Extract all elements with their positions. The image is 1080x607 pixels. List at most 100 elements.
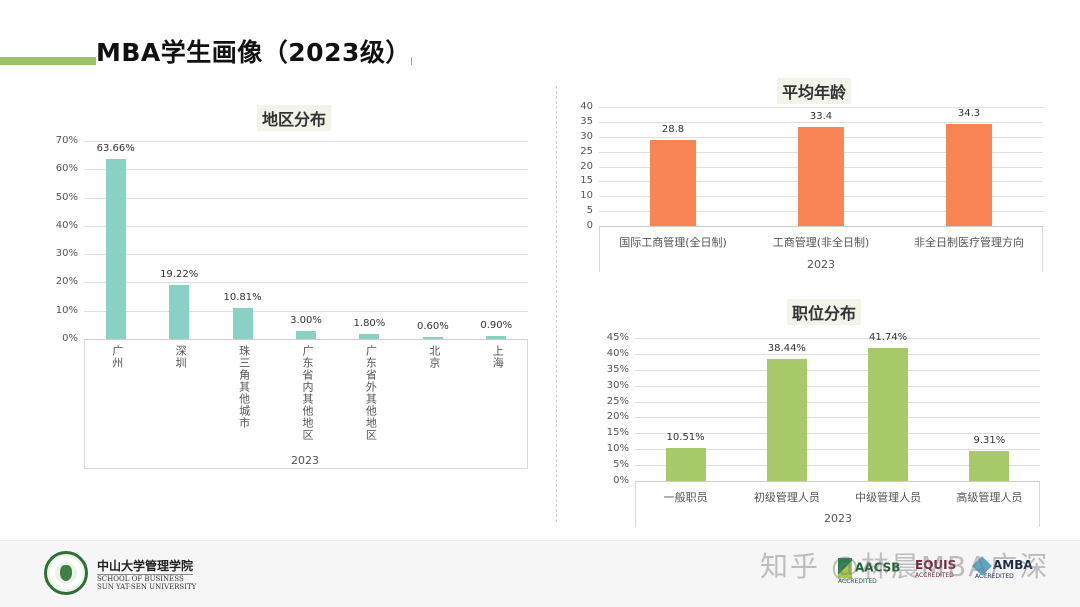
data-label: 1.80% bbox=[353, 317, 386, 329]
y-tick-label: 50% bbox=[55, 191, 78, 203]
bar bbox=[650, 140, 696, 226]
y-tick-label: 0 bbox=[586, 220, 593, 231]
x-category-label: 一般职员 bbox=[663, 491, 708, 504]
position-chart-plot: 10.51% 38.44% 41.74% 9.31% bbox=[635, 332, 1040, 481]
dashed-divider bbox=[556, 86, 557, 522]
data-label: 10.51% bbox=[666, 431, 705, 443]
region-chart-xgroup-label: 2023 bbox=[291, 454, 319, 467]
y-tick-label: 20 bbox=[580, 160, 593, 172]
page-title: MBA学生画像（2023级） bbox=[96, 33, 411, 69]
data-label: 38.44% bbox=[767, 342, 806, 354]
bar bbox=[868, 348, 909, 481]
y-tick-label: 20% bbox=[606, 411, 629, 423]
gridline bbox=[599, 121, 1043, 123]
aacsb-logo-icon bbox=[838, 558, 852, 578]
watermark: 知乎 @林晨MBA广深 bbox=[760, 550, 1050, 583]
y-tick-label: 35% bbox=[606, 363, 629, 375]
y-tick-label: 15% bbox=[606, 427, 629, 439]
x-category-label: 北京 bbox=[427, 345, 441, 369]
data-label: 34.3 bbox=[957, 107, 981, 119]
y-tick-label: 5 bbox=[586, 205, 593, 217]
amba-badge: AMBA ACCREDITED bbox=[972, 555, 1033, 580]
gridline bbox=[635, 465, 1040, 467]
data-label: 33.4 bbox=[809, 110, 833, 122]
gridline bbox=[635, 353, 1040, 355]
gridline bbox=[635, 338, 1040, 339]
data-label: 63.66% bbox=[96, 142, 135, 154]
bar bbox=[486, 336, 507, 339]
x-category-label: 国际工商管理(全日制) bbox=[619, 236, 727, 249]
gridline bbox=[635, 385, 1040, 387]
data-label: 0.60% bbox=[416, 321, 449, 333]
gridline bbox=[635, 433, 1040, 435]
equis-badge: EQUIS ACCREDITED bbox=[915, 558, 957, 579]
position-chart-title: 职位分布 bbox=[787, 299, 862, 325]
y-tick-label: 70% bbox=[55, 135, 78, 146]
position-chart-xgroup-label: 2023 bbox=[824, 512, 852, 525]
x-category-label: 深圳 bbox=[174, 345, 188, 369]
gridline bbox=[599, 107, 1043, 108]
bar bbox=[232, 308, 253, 339]
bar bbox=[105, 158, 126, 339]
data-label: 41.74% bbox=[869, 332, 908, 344]
gridline bbox=[635, 401, 1040, 403]
x-category-label: 中级管理人员 bbox=[855, 491, 922, 504]
age-chart-xaxis-box bbox=[599, 226, 1043, 272]
x-category-label: 上海 bbox=[491, 345, 505, 369]
gridline bbox=[84, 169, 528, 171]
age-chart-plot: 28.8 33.4 34.3 bbox=[599, 107, 1043, 226]
y-tick-label: 0% bbox=[62, 333, 78, 344]
position-chart-xaxis-box bbox=[635, 481, 1040, 527]
bar bbox=[798, 126, 844, 226]
data-label: 19.22% bbox=[160, 268, 199, 280]
x-category-label: 广东省外其他地区 bbox=[364, 345, 378, 441]
y-tick-label: 25 bbox=[580, 145, 593, 157]
x-category-label: 广东省内其他地区 bbox=[301, 345, 314, 441]
x-category-label: 工商管理(非全日制) bbox=[772, 236, 870, 249]
x-category-label: 初级管理人员 bbox=[753, 491, 820, 504]
gridline bbox=[635, 417, 1040, 419]
gridline bbox=[635, 369, 1040, 371]
y-tick-label: 30% bbox=[606, 379, 629, 391]
data-label: 9.31% bbox=[973, 435, 1006, 447]
y-tick-label: 40% bbox=[606, 347, 629, 359]
x-category-label: 广州 bbox=[110, 345, 124, 369]
aacsb-badge: AACSB ACCREDITED bbox=[838, 558, 900, 585]
bar bbox=[766, 358, 807, 481]
gridline bbox=[84, 225, 528, 227]
y-tick-label: 30% bbox=[55, 248, 78, 260]
x-category-label: 非全日制医疗管理方向 bbox=[914, 236, 1024, 249]
data-label: 10.81% bbox=[223, 292, 262, 304]
university-seal-icon bbox=[44, 551, 88, 595]
bar bbox=[296, 330, 316, 339]
y-tick-label: 25% bbox=[606, 395, 629, 407]
bar bbox=[946, 123, 992, 226]
y-tick-label: 0% bbox=[613, 475, 629, 486]
region-chart-title: 地区分布 bbox=[257, 105, 332, 131]
school-name-cn: 中山大学管理学院 bbox=[97, 559, 194, 575]
gridline bbox=[84, 141, 528, 142]
bar bbox=[665, 447, 706, 481]
x-category-label: 珠三角其他城市 bbox=[237, 345, 251, 429]
bar bbox=[169, 284, 190, 339]
footer bbox=[0, 540, 1080, 607]
region-chart-plot: 63.66% 19.22% 10.81% 3.00% 1.80% 0.60% 0.90% bbox=[84, 141, 528, 339]
bar bbox=[359, 333, 380, 339]
gridline bbox=[635, 449, 1040, 451]
school-name-en-line1: SCHOOL OF BUSINESS bbox=[97, 575, 184, 583]
y-tick-label: 10% bbox=[606, 443, 629, 455]
y-tick-label: 10% bbox=[55, 304, 78, 316]
gridline bbox=[84, 197, 528, 199]
y-tick-label: 20% bbox=[55, 276, 78, 288]
age-chart-xgroup-label: 2023 bbox=[807, 258, 835, 271]
data-label: 28.8 bbox=[661, 124, 685, 136]
y-tick-label: 15 bbox=[580, 175, 593, 187]
y-tick-label: 10 bbox=[580, 190, 593, 202]
data-label: 0.90% bbox=[480, 320, 513, 332]
y-tick-label: 35 bbox=[580, 115, 593, 127]
region-chart-xaxis-box bbox=[84, 339, 528, 469]
age-chart-title: 平均年龄 bbox=[777, 78, 852, 104]
y-tick-label: 5% bbox=[613, 459, 629, 471]
data-label: 3.00% bbox=[290, 314, 322, 326]
x-category-label: 高级管理人员 bbox=[956, 491, 1023, 504]
